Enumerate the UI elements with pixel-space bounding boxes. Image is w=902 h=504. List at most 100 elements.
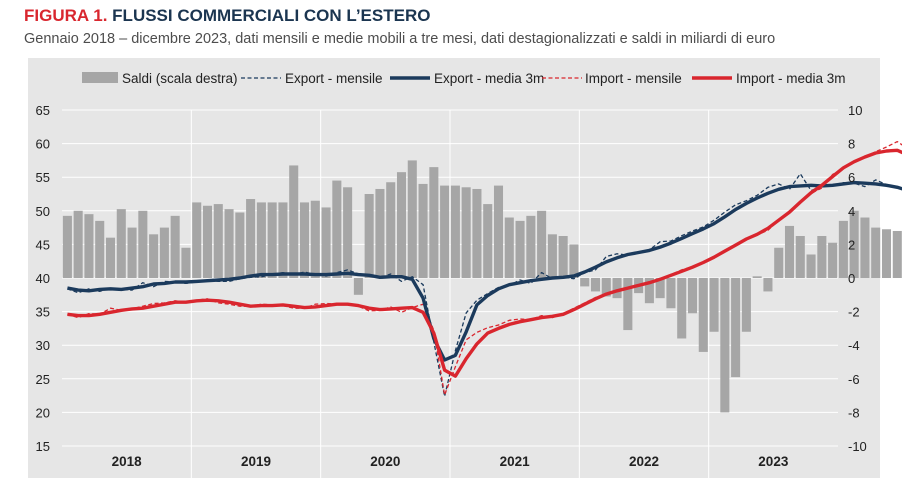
saldo-bar — [763, 278, 773, 292]
saldo-bar — [687, 278, 698, 314]
legend-label: Export - mensile — [285, 71, 383, 86]
saldo-bar — [332, 180, 342, 278]
saldo-bar — [73, 210, 83, 278]
saldo-bar — [267, 202, 277, 278]
saldo-bar — [461, 187, 471, 278]
legend-label: Export - media 3m — [434, 71, 544, 86]
saldo-bar — [95, 220, 105, 278]
saldo-bar — [192, 202, 202, 278]
saldo-bar — [353, 278, 363, 295]
saldo-bar — [289, 165, 299, 278]
saldo-bar — [817, 236, 827, 278]
saldo-bar — [181, 247, 191, 278]
saldo-bar — [526, 215, 536, 278]
y-right-tick-label: -8 — [848, 405, 860, 420]
legend-label: Import - media 3m — [736, 71, 846, 86]
saldo-bar — [677, 278, 687, 339]
saldo-bar — [892, 230, 902, 278]
saldo-bar — [375, 188, 385, 278]
saldo-bar — [138, 210, 148, 278]
saldo-bar — [483, 204, 493, 278]
saldo-bar — [450, 185, 460, 278]
saldo-bar — [149, 234, 159, 278]
saldo-bar — [601, 278, 611, 297]
saldo-bar — [838, 220, 848, 278]
saldo-bar — [644, 278, 654, 304]
saldo-bar — [213, 204, 223, 278]
y-right-tick-label: 0 — [848, 271, 855, 286]
saldo-bar — [62, 215, 72, 278]
x-year-label: 2020 — [370, 454, 400, 469]
figure-label: FIGURA 1. — [24, 6, 108, 25]
saldo-bar — [418, 183, 428, 278]
saldo-bar — [515, 220, 525, 278]
saldo-bar — [860, 217, 870, 278]
saldo-bar — [720, 278, 730, 413]
y-left-tick-label: 50 — [36, 204, 50, 219]
saldo-bar — [795, 236, 805, 278]
saldo-bar — [170, 215, 180, 278]
saldo-bar — [343, 187, 353, 278]
saldo-bar — [569, 244, 579, 278]
saldo-bar — [709, 278, 719, 332]
saldo-bar — [224, 209, 234, 278]
saldo-bar — [299, 202, 310, 278]
saldo-bar — [580, 278, 590, 287]
saldo-bar — [655, 278, 665, 299]
saldo-bar — [590, 278, 601, 292]
export-media-3m-line — [67, 180, 902, 362]
saldo-bar — [235, 212, 245, 278]
saldo-bar — [386, 182, 396, 278]
saldo-bar — [849, 210, 859, 278]
x-year-label: 2022 — [629, 454, 659, 469]
saldo-bar — [364, 194, 374, 278]
saldo-bar — [558, 236, 568, 278]
x-year-label: 2021 — [500, 454, 531, 469]
title-text: FLUSSI COMMERCIALI CON L’ESTERO — [112, 6, 431, 25]
saldo-bar — [493, 185, 504, 278]
saldo-bar — [429, 167, 439, 278]
saldo-bar — [159, 227, 169, 278]
saldo-bar — [731, 278, 741, 378]
saldo-bar — [881, 229, 892, 278]
saldo-bar — [321, 207, 331, 278]
y-left-tick-label: 25 — [36, 372, 50, 387]
y-left-tick-label: 35 — [36, 305, 50, 320]
y-right-tick-label: 4 — [848, 204, 855, 219]
y-right-tick-label: 10 — [848, 103, 862, 118]
saldo-bar — [774, 247, 784, 278]
x-year-label: 2018 — [112, 454, 143, 469]
saldo-bar — [440, 185, 450, 278]
saldo-bar — [784, 225, 795, 278]
y-left-tick-label: 20 — [36, 405, 50, 420]
saldo-bar — [84, 214, 94, 278]
chart-subtitle: Gennaio 2018 – dicembre 2023, dati mensi… — [24, 31, 776, 47]
saldo-bar — [396, 172, 407, 278]
saldo-bar — [752, 276, 762, 278]
saldo-bar — [127, 227, 137, 278]
y-right-tick-label: 2 — [848, 237, 855, 252]
x-year-label: 2023 — [758, 454, 789, 469]
saldo-bar — [612, 278, 622, 299]
y-left-tick-label: 65 — [36, 103, 50, 118]
saldo-bar — [278, 202, 288, 278]
y-left-tick-label: 45 — [36, 237, 50, 252]
saldo-bar — [806, 254, 816, 278]
saldo-bar — [256, 202, 266, 278]
saldo-bar — [407, 160, 417, 278]
y-right-tick-label: -2 — [848, 305, 860, 320]
saldo-bar — [472, 188, 482, 278]
saldo-bar — [105, 237, 116, 278]
saldo-bar — [537, 210, 547, 278]
legend-key-bar — [82, 72, 118, 83]
x-year-label: 2019 — [241, 454, 271, 469]
saldo-bar — [871, 227, 881, 278]
y-left-tick-label: 60 — [36, 137, 50, 152]
saldo-bar — [504, 217, 514, 278]
legend-label: Import - mensile — [585, 71, 682, 86]
saldo-bar — [246, 199, 256, 278]
y-right-tick-label: 6 — [848, 170, 855, 185]
saldo-bar — [116, 209, 126, 278]
saldo-bar — [698, 278, 708, 352]
